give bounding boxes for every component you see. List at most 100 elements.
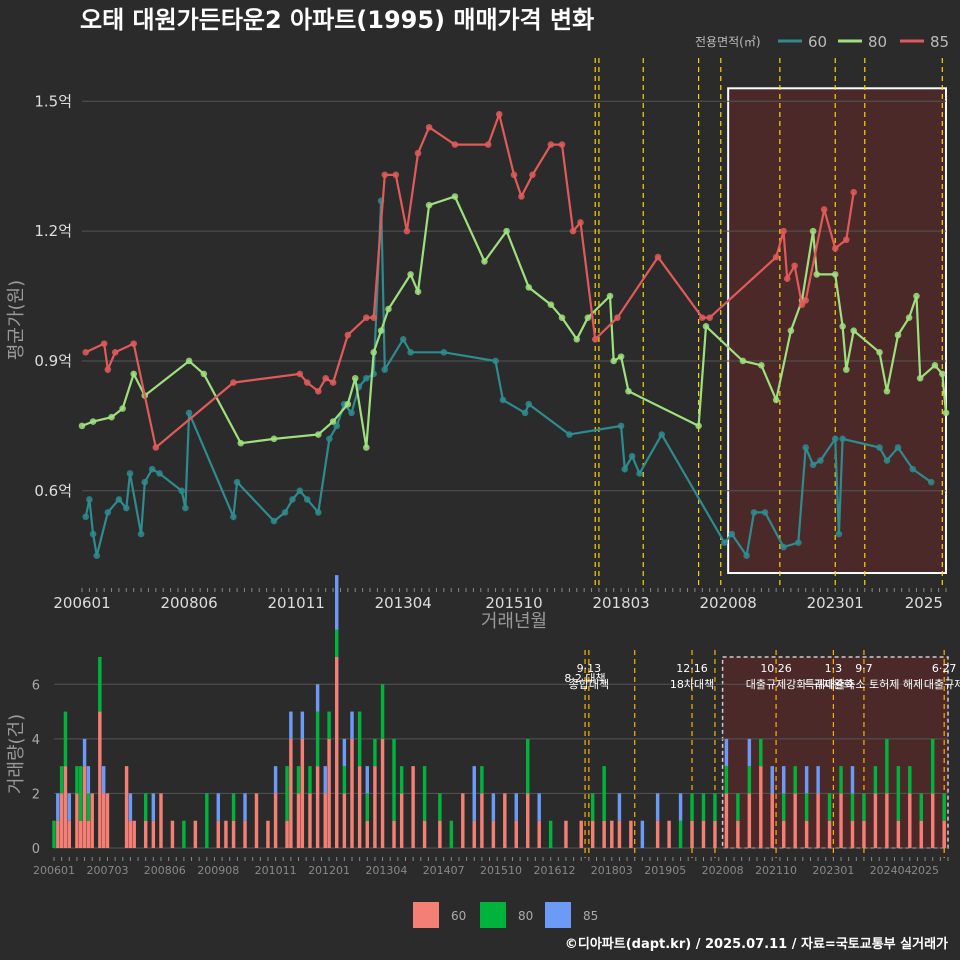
volume-bar-80 [590,793,595,821]
data-point-85 [322,374,329,382]
data-point-85 [558,141,566,148]
data-point-60 [750,509,758,516]
volume-bar-60 [273,793,278,848]
y-axis-label: 평균가(원) [6,280,27,360]
volume-bar-60 [373,766,377,848]
data-point-60 [126,470,134,477]
data-point-85 [370,314,377,321]
data-point-80 [625,387,632,395]
volume-bar-85 [804,766,809,794]
volume-bar-60 [816,793,820,848]
footer-credit: ©디아파트(dapt.kr) / 2025.07.11 / 자료=국토교통부 실… [565,936,948,952]
volume-bar-80 [438,793,442,821]
volume-x-tick-label: 202110 [755,864,797,877]
data-point-60 [348,409,355,417]
volume-bar-60 [59,793,64,848]
data-point-60 [728,530,736,538]
data-point-60 [281,509,289,516]
data-point-85 [654,253,662,261]
data-point-60 [86,496,93,503]
volume-bar-60 [930,793,935,848]
volume-bar-60 [327,738,331,848]
data-point-60 [93,552,101,560]
data-point-80 [772,396,780,404]
volume-y-axis-label: 거래량(건) [6,714,27,794]
volume-bar-60 [365,820,370,848]
volume-bar-80 [449,820,454,848]
volume-bar-85 [850,766,855,794]
volume-bar-60 [480,793,484,848]
volume-x-tick-label: 201510 [480,864,522,877]
volume-bar-80 [602,766,606,821]
data-point-60 [894,444,902,451]
volume-bar-60 [610,820,614,848]
volume-x-tick-label: 200806 [144,864,186,877]
policy-label: 9·7 [855,662,873,675]
volume-bar-60 [713,820,717,848]
data-point-85 [363,314,370,321]
data-point-85 [403,227,411,235]
data-point-60 [835,530,843,538]
volume-bar-80 [380,684,385,739]
data-point-80 [939,370,946,378]
data-point-60 [617,422,625,430]
volume-bar-85 [781,766,786,794]
volume-bar-80 [399,766,404,794]
data-point-80 [370,348,377,356]
data-point-85 [303,379,311,386]
volume-bar-85 [315,684,320,712]
volume-bar-80 [231,793,236,821]
data-point-60 [230,513,237,521]
volume-bar-60 [243,820,247,848]
volume-bar-60 [296,793,301,848]
volume-bar-80 [690,793,694,821]
data-point-60 [89,530,97,538]
data-point-80 [839,323,846,330]
data-point-80 [573,336,581,343]
legend-title: 전용면적(㎡) [695,35,761,49]
volume-bar-60 [254,793,259,848]
volume-bar-60 [862,820,866,848]
volume-y-tick-label: 6 [32,678,40,693]
volume-bar-80 [678,820,683,848]
volume-bar-85 [323,766,327,794]
data-point-80 [831,271,839,278]
data-point-80 [942,409,950,417]
volume-bar-80 [701,793,706,821]
volume-bar-60 [90,793,94,848]
data-point-85 [495,110,503,118]
data-point-80 [843,366,850,373]
volume-bar-80 [98,657,102,712]
data-point-80 [813,271,821,278]
volume-bar-60 [289,738,293,848]
volume-bar-80 [205,793,209,848]
volume-bar-60 [159,793,163,848]
volume-bar-80 [873,766,878,794]
volume-bar-60 [323,793,327,848]
volume-bar-60 [747,793,752,848]
volume-bar-60 [79,820,83,848]
volume-bar-85 [67,793,72,821]
volume-bar-60 [86,820,91,848]
volume-bar-80 [373,738,377,767]
x-tick-label: 200806 [160,594,217,612]
volume-bar-80 [839,766,843,794]
line-legend: 60 80 85 [778,33,949,51]
volume-x-tick-label: 200703 [86,864,128,877]
x-tick-label: 200601 [53,594,110,612]
data-point-85 [344,331,352,339]
data-point-85 [791,262,798,270]
chart-title: 오태 대원가든타운2 아파트(1995) 매매가격 변화 [80,6,594,34]
policy-label: 10·26 [760,662,792,675]
data-point-60 [817,457,824,464]
volume-bar-60 [590,820,595,848]
volume-bar-85 [655,793,660,821]
volume-bar-80 [930,738,935,794]
volume-bar-80 [365,793,370,821]
data-point-85 [315,387,322,395]
legend-label-80: 80 [868,33,887,51]
x-tick-label: 2025 [905,594,943,612]
data-point-80 [385,305,392,313]
policy-label: 8·2 대책 [564,672,605,685]
